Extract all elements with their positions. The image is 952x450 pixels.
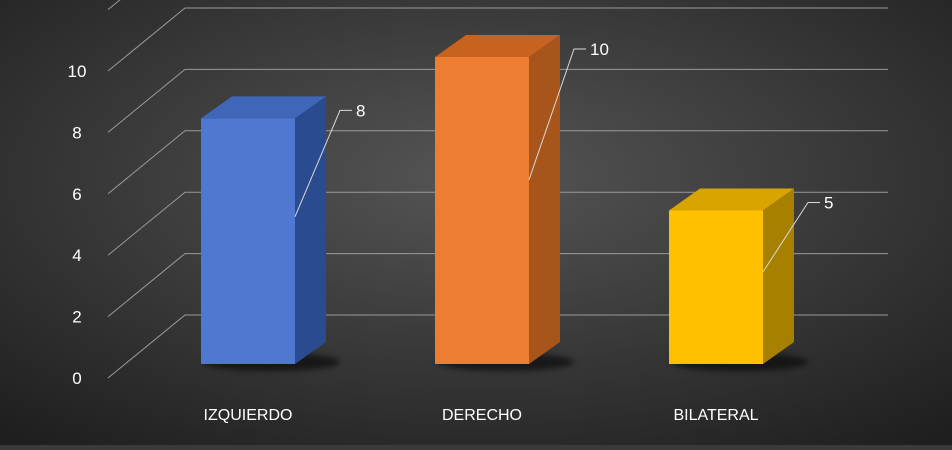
y-tick-label: 6 <box>72 185 81 204</box>
gridline <box>107 314 888 379</box>
data-label: 10 <box>590 40 609 59</box>
gridline <box>107 253 888 317</box>
bar-side-face <box>763 188 794 364</box>
bar-side-face <box>529 35 560 364</box>
data-label-leader <box>528 48 586 180</box>
x-tick-label: BILATERAL <box>673 407 758 424</box>
y-tick-label: 8 <box>72 123 81 142</box>
gridline <box>107 68 888 133</box>
y-tick-label: 10 <box>68 62 87 81</box>
bar-top-face <box>201 96 326 119</box>
bar-side-face <box>295 96 326 365</box>
bar-top-face <box>669 188 794 211</box>
x-tick-label: DERECHO <box>442 407 522 424</box>
gridline <box>107 191 888 256</box>
bar <box>435 35 574 371</box>
data-label: 5 <box>824 194 833 213</box>
bar-front-face <box>669 210 763 364</box>
bar-top-face <box>435 35 560 57</box>
x-tick-label: IZQUIERDO <box>204 407 293 424</box>
bar <box>669 188 808 371</box>
data-label-leader <box>294 109 352 217</box>
y-tick-label: 0 <box>72 369 81 388</box>
bar <box>201 96 340 371</box>
data-label: 8 <box>356 101 365 120</box>
y-tick-label: 2 <box>72 308 81 327</box>
data-label-leader <box>762 202 820 273</box>
bar-front-face <box>201 118 295 365</box>
gridline <box>107 130 888 195</box>
bar-front-face <box>435 57 529 364</box>
gridline <box>107 7 888 72</box>
y-tick-label: 4 <box>72 246 81 265</box>
